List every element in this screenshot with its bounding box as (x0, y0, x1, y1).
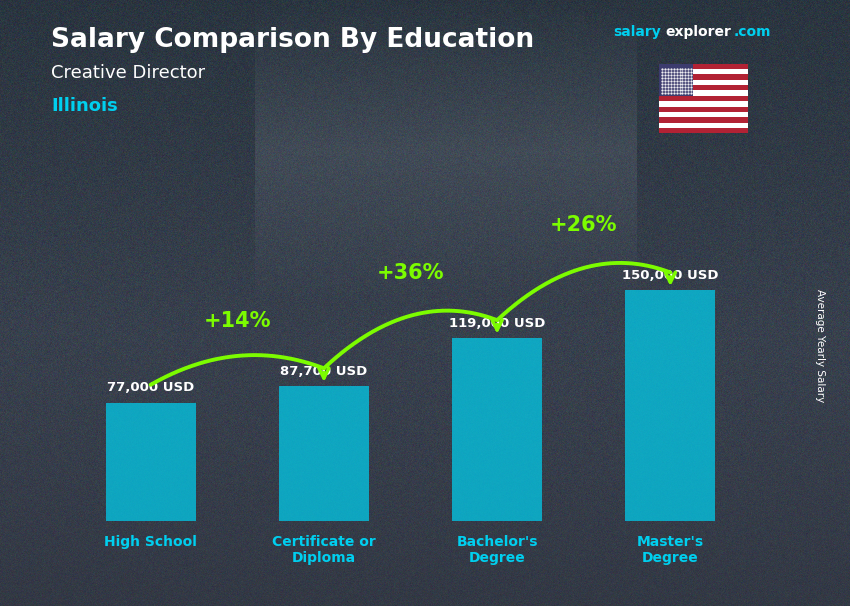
Bar (452, 338, 542, 521)
Bar (659, 128, 748, 133)
Text: Bachelor's
Degree: Bachelor's Degree (456, 535, 538, 565)
Bar (626, 290, 716, 521)
Bar (105, 403, 196, 521)
Bar (659, 96, 748, 101)
Text: Average Yearly Salary: Average Yearly Salary (815, 289, 825, 402)
Bar (659, 122, 748, 128)
Text: +14%: +14% (203, 311, 271, 331)
Text: Illinois: Illinois (51, 97, 118, 115)
Text: +36%: +36% (377, 262, 445, 282)
Bar (659, 107, 748, 112)
Text: salary: salary (614, 25, 661, 39)
Text: +26%: +26% (550, 215, 617, 235)
Bar (659, 64, 748, 69)
Bar (659, 75, 748, 80)
Bar (659, 80, 748, 85)
Bar (659, 69, 748, 75)
Bar (659, 112, 748, 117)
Text: .com: .com (734, 25, 771, 39)
Text: Certificate or
Diploma: Certificate or Diploma (272, 535, 376, 565)
Text: Salary Comparison By Education: Salary Comparison By Education (51, 27, 534, 53)
Text: explorer: explorer (666, 25, 731, 39)
Bar (659, 117, 748, 122)
Bar (279, 386, 369, 521)
Text: Creative Director: Creative Director (51, 64, 205, 82)
Text: 77,000 USD: 77,000 USD (107, 381, 195, 395)
Text: 87,700 USD: 87,700 USD (280, 365, 367, 378)
Bar (659, 90, 748, 96)
Bar (659, 85, 748, 90)
Text: 119,000 USD: 119,000 USD (449, 317, 546, 330)
Bar (659, 64, 693, 96)
Text: High School: High School (105, 535, 197, 549)
Bar (659, 101, 748, 107)
Text: 150,000 USD: 150,000 USD (622, 269, 718, 282)
Text: Master's
Degree: Master's Degree (637, 535, 704, 565)
